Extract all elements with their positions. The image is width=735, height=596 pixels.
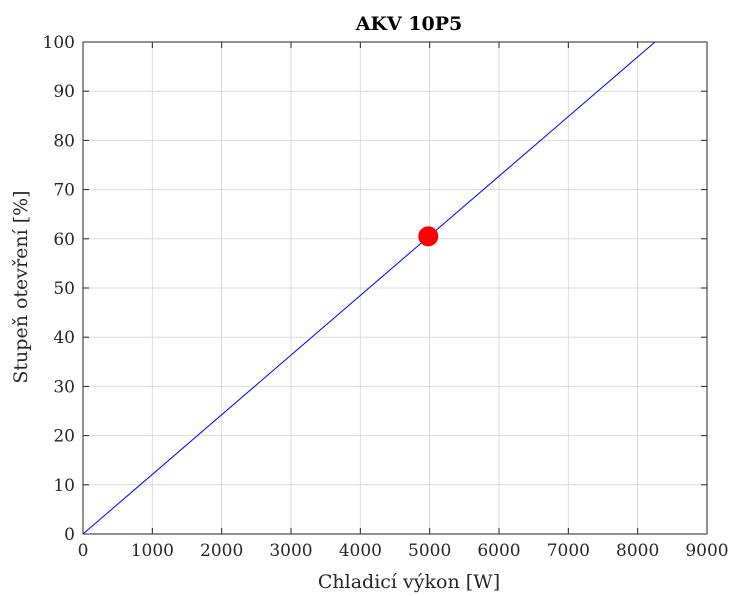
y-tick-label: 100 (43, 33, 75, 53)
x-tick-label: 4000 (339, 541, 382, 561)
chart-title: AKV 10P5 (355, 13, 463, 35)
y-tick-label: 60 (53, 230, 75, 250)
series-line (82, 41, 656, 535)
x-tick-label: 3000 (269, 541, 312, 561)
y-tick-label: 10 (53, 476, 75, 496)
x-tick-label: 7000 (547, 541, 590, 561)
x-tick-label: 5000 (408, 541, 451, 561)
x-tick-label: 6000 (477, 541, 520, 561)
plot-series (82, 41, 656, 535)
x-tick-label: 2000 (200, 541, 243, 561)
y-tick-label: 70 (53, 181, 75, 201)
x-tick-label: 8000 (616, 541, 659, 561)
x-tick-label: 9000 (685, 541, 728, 561)
x-tick-label: 0 (78, 541, 89, 561)
axis-ticks (82, 41, 708, 535)
y-tick-label: 20 (53, 427, 75, 447)
y-tick-label: 0 (64, 525, 75, 545)
y-tick-label: 30 (53, 377, 75, 397)
grid-lines (82, 41, 708, 535)
tick-labels: 0 1000 2000 3000 4000 5000 6000 7000 8000 9000 0 10… (43, 33, 729, 561)
y-tick-label: 50 (53, 279, 75, 299)
y-axis-label: Stupeň otevření [%] (10, 190, 32, 383)
operating-point-marker (418, 226, 439, 247)
x-axis-label: Chladicí výkon [W] (318, 571, 500, 593)
y-tick-label: 80 (53, 131, 75, 151)
x-tick-label: 1000 (131, 541, 174, 561)
y-tick-label: 90 (53, 82, 75, 102)
y-tick-label: 40 (53, 328, 75, 348)
